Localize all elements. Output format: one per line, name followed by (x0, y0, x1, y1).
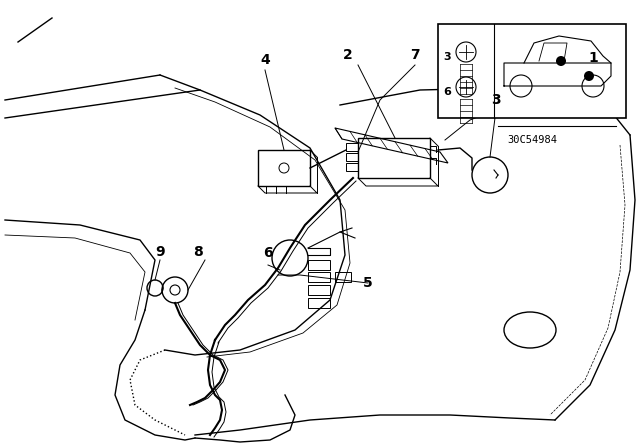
Bar (308, 298, 330, 308)
Text: 8: 8 (193, 245, 203, 259)
Text: 30C54984: 30C54984 (507, 135, 557, 145)
Bar (308, 285, 330, 295)
Text: 5: 5 (363, 276, 373, 290)
Polygon shape (504, 63, 611, 86)
Text: 4: 4 (260, 53, 270, 67)
Bar (308, 260, 330, 270)
Bar (438, 24, 626, 118)
Bar (346, 163, 358, 171)
Circle shape (556, 56, 566, 66)
Text: 7: 7 (410, 48, 420, 62)
Bar (346, 153, 358, 161)
Text: 1: 1 (588, 51, 598, 65)
Bar (346, 143, 358, 151)
Text: 9: 9 (155, 245, 165, 259)
Text: 3: 3 (491, 93, 501, 107)
Circle shape (584, 71, 594, 81)
Text: 6: 6 (443, 87, 451, 97)
Text: 2: 2 (343, 48, 353, 62)
Bar (308, 272, 330, 282)
Text: 6: 6 (263, 246, 273, 260)
Bar (335, 272, 351, 282)
Text: 3: 3 (443, 52, 451, 62)
Bar (258, 150, 310, 186)
Bar (358, 138, 430, 178)
